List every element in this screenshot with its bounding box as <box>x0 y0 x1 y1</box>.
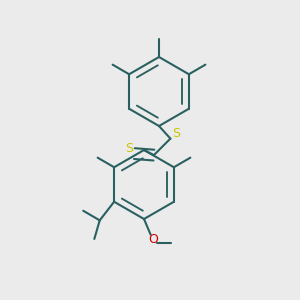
Text: S: S <box>125 142 133 155</box>
Text: S: S <box>172 127 180 140</box>
Text: O: O <box>148 232 158 246</box>
